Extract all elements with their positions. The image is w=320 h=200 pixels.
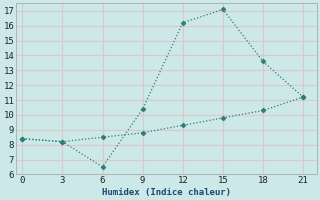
X-axis label: Humidex (Indice chaleur): Humidex (Indice chaleur) (101, 188, 231, 197)
